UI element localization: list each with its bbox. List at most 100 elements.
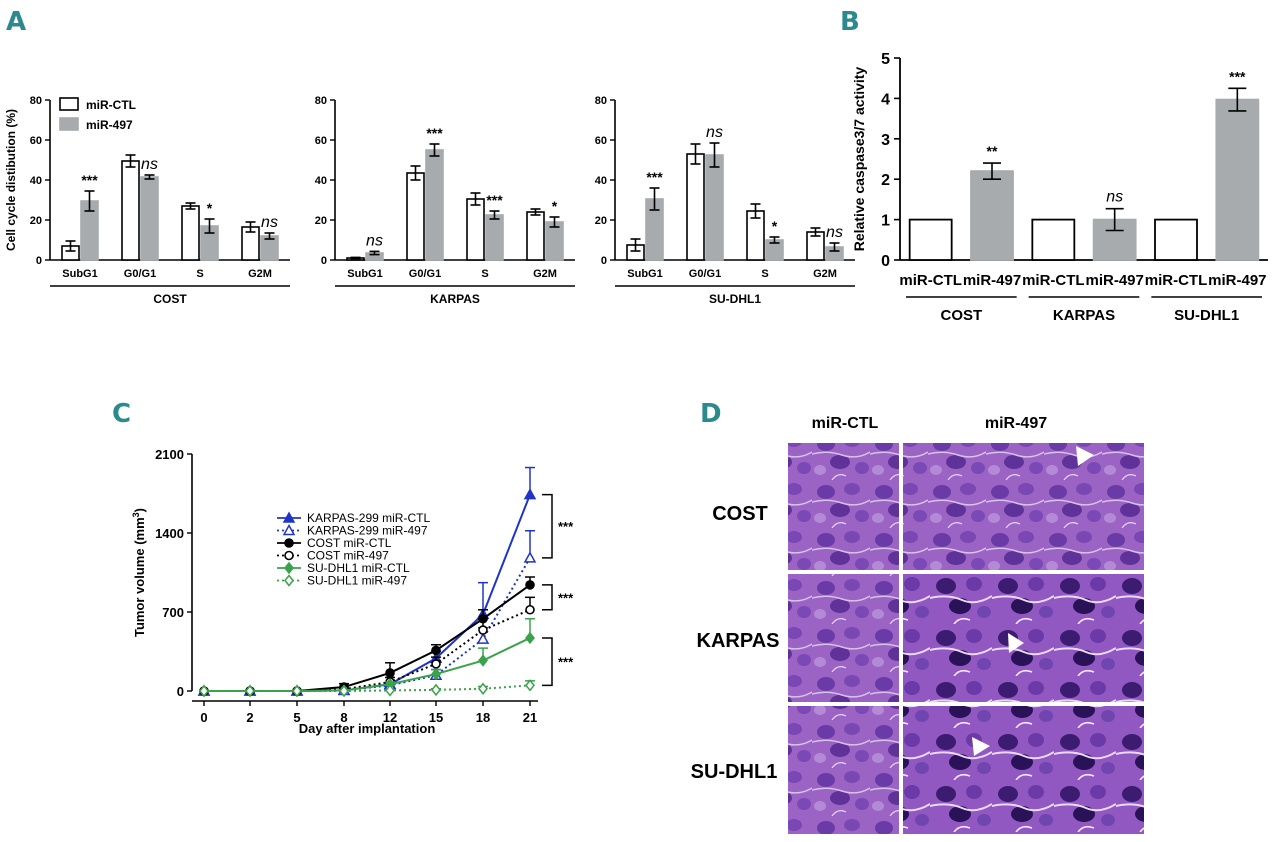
significance-label: ns xyxy=(366,232,383,249)
significance-label: *** xyxy=(486,192,503,208)
bar-label: miR-CTL xyxy=(1022,272,1085,289)
significance-label: *** xyxy=(646,169,663,185)
histology-row-karpas: KARPAS xyxy=(697,630,780,652)
panel-label-c: C xyxy=(112,399,131,429)
cell-cycle-chart-cost: 0 20 40 60 80 Cell cycle distibution (%) *** Su… xyxy=(4,95,290,306)
bar-mir-ctl xyxy=(1031,218,1076,261)
significance-label: ns xyxy=(261,214,278,231)
histology-image-karpas-ctl xyxy=(788,574,899,702)
bar-label: miR-CTL xyxy=(1145,272,1208,289)
y-tick-label: 60 xyxy=(315,135,327,147)
y-tick-label: 5 xyxy=(881,51,890,68)
significance-label: *** xyxy=(81,172,98,188)
arrowhead-marker-sudhl1 xyxy=(972,737,990,756)
y-tick-label: 40 xyxy=(30,175,42,187)
panel-label-a: A xyxy=(6,7,26,37)
histology-column-497: miR-497 xyxy=(985,415,1047,432)
category-label: G0/G1 xyxy=(409,268,441,280)
significance-bracket xyxy=(542,584,553,611)
y-tick-label: 20 xyxy=(30,215,42,227)
bar-mir-ctl xyxy=(1154,218,1198,261)
significance-label: ns xyxy=(1106,189,1123,206)
data-point xyxy=(385,684,395,697)
category-label: S xyxy=(196,268,203,280)
bar-mir-ctl xyxy=(466,198,485,261)
y-tick-label: 0 xyxy=(177,684,184,699)
legend-label: KARPAS-299 miR-CTL xyxy=(307,511,430,525)
x-tick-label: 18 xyxy=(476,710,490,725)
y-tick-label: 1 xyxy=(881,213,890,230)
legend-swatch xyxy=(59,97,79,111)
bar-mir-ctl xyxy=(181,205,200,261)
group-label: COST xyxy=(940,307,982,324)
cell-cycle-charts: 0 20 40 60 80 Cell cycle distibution (%) *** Su… xyxy=(4,95,855,306)
significance-label: * xyxy=(772,218,778,234)
x-tick-label: 21 xyxy=(523,710,537,725)
data-point xyxy=(478,682,488,695)
bar-mir-ctl xyxy=(686,153,705,261)
category-label: G0/G1 xyxy=(124,268,156,280)
significance-label: *** xyxy=(426,125,443,141)
legend-label: miR-CTL xyxy=(86,98,136,112)
y-tick-label: 80 xyxy=(595,95,607,107)
group-label: KARPAS xyxy=(1053,307,1115,324)
bar-mir-497 xyxy=(485,214,504,261)
y-tick-label: 3 xyxy=(881,132,890,149)
histology-image-cost-497 xyxy=(903,443,1144,570)
category-label: SubG1 xyxy=(347,268,382,280)
histology-image-sudhl1-ctl xyxy=(788,706,899,834)
y-axis-label: Cell cycle distibution (%) xyxy=(4,109,18,251)
significance-label: ** xyxy=(987,143,998,159)
legend-swatch xyxy=(59,117,79,131)
x-tick-label: 2 xyxy=(246,710,253,725)
series-line xyxy=(204,637,531,692)
y-tick-label: 60 xyxy=(30,135,42,147)
cell-cycle-chart-su-dhl1: 0 20 40 60 80 *** SubG1 ns G0/G1 * Sns G2M SU-DHL1 xyxy=(595,95,855,306)
bar-label: miR-497 xyxy=(963,272,1021,289)
histology-row-sudhl1: SU-DHL1 xyxy=(691,761,778,783)
x-axis-label: Day after implantation xyxy=(299,721,436,736)
bar-mir-497 xyxy=(970,170,1014,261)
significance-bracket xyxy=(542,493,553,559)
data-point xyxy=(525,580,535,590)
significance-label: *** xyxy=(558,590,574,605)
data-point xyxy=(431,683,441,697)
category-label: S xyxy=(761,268,768,280)
y-axis-label-end: ) xyxy=(132,508,147,512)
x-tick-label: 8 xyxy=(340,710,347,725)
y-tick-label: 80 xyxy=(315,95,327,107)
data-point xyxy=(431,645,441,656)
histology-panel: miR-CTL miR-497 COST KARPAS SU-DHL1 xyxy=(691,415,1144,834)
x-tick-label: 0 xyxy=(200,710,207,725)
x-tick-label: 5 xyxy=(293,710,300,725)
series-line xyxy=(204,684,531,692)
data-point xyxy=(525,604,535,615)
y-tick-label: 4 xyxy=(881,91,890,108)
series-su-dhl1-mir-497 xyxy=(199,679,535,698)
cell-line-label: COST xyxy=(153,292,187,306)
significance-label: *** xyxy=(558,519,574,534)
legend-label: SU-DHL1 miR-497 xyxy=(307,574,407,588)
bar-mir-ctl xyxy=(406,172,425,261)
data-point xyxy=(245,684,255,698)
bar-mir-ctl xyxy=(121,160,140,261)
y-tick-label: 80 xyxy=(30,95,42,107)
y-tick-label: 2 xyxy=(881,172,890,189)
significance-label: ns xyxy=(141,156,158,173)
category-label: G2M xyxy=(533,268,557,280)
data-point xyxy=(523,551,537,563)
significance-label: * xyxy=(207,200,213,216)
data-point xyxy=(385,668,395,678)
significance-bracket xyxy=(542,637,553,687)
y-tick-label: 40 xyxy=(595,175,607,187)
bar-mir-ctl xyxy=(526,211,545,261)
y-tick-label: 40 xyxy=(315,175,327,187)
data-point xyxy=(284,561,294,575)
y-tick-label: 0 xyxy=(601,255,607,267)
y-axis-label: Tumor volume (mm3) xyxy=(131,508,147,637)
bar-mir-ctl xyxy=(908,218,953,261)
y-tick-label: 20 xyxy=(595,215,607,227)
histology-image-cost-ctl xyxy=(788,443,899,570)
y-tick-label: 700 xyxy=(162,605,184,620)
